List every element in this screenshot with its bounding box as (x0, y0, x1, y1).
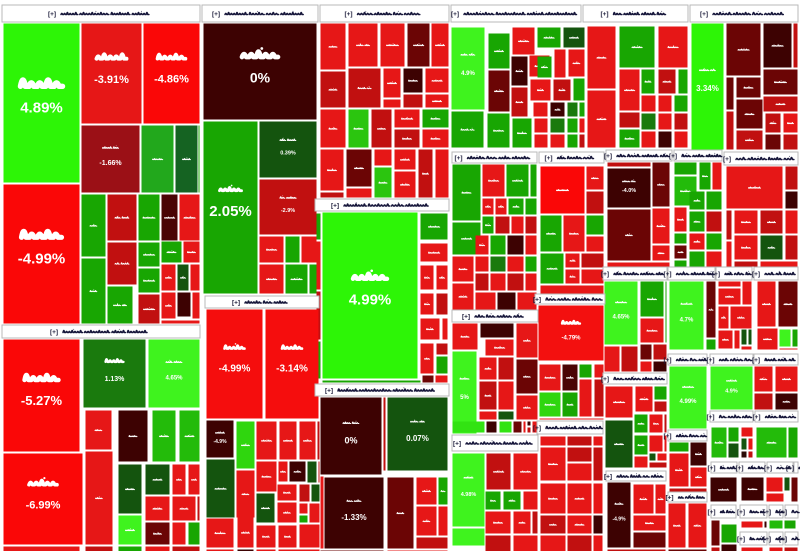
svg-text:[+]: [+] (232, 300, 240, 307)
svg-text:-4.9%: -4.9% (612, 516, 626, 522)
svg-text:[+]: [+] (665, 495, 673, 502)
svg-text:[+]: [+] (764, 465, 772, 472)
svg-text:-1.33%: -1.33% (341, 513, 366, 522)
svg-text:[+]: [+] (600, 11, 608, 18)
svg-text:[+]: [+] (50, 329, 58, 336)
svg-text:[+]: [+] (737, 509, 745, 516)
svg-text:[+]: [+] (601, 376, 609, 383)
svg-text:-6.99%: -6.99% (26, 500, 61, 512)
svg-text:-4.79%: -4.79% (561, 335, 581, 341)
svg-text:[+]: [+] (454, 155, 462, 162)
svg-text:[+]: [+] (344, 11, 352, 18)
svg-text:[+]: [+] (601, 271, 609, 278)
svg-text:[+]: [+] (735, 465, 743, 472)
svg-text:[+]: [+] (763, 536, 771, 543)
svg-text:-2.9%: -2.9% (281, 208, 295, 214)
svg-text:-4.0%: -4.0% (622, 188, 636, 194)
svg-text:[+]: [+] (707, 465, 715, 472)
svg-text:[+]: [+] (451, 11, 459, 18)
svg-text:-5.27%: -5.27% (21, 393, 63, 408)
svg-text:0%: 0% (250, 70, 271, 86)
svg-text:[+]: [+] (763, 509, 771, 516)
svg-text:-4.99%: -4.99% (18, 251, 66, 268)
svg-text:[+]: [+] (752, 271, 760, 278)
svg-text:[+]: [+] (533, 297, 541, 304)
svg-text:[+]: [+] (544, 155, 552, 162)
svg-text:[+]: [+] (453, 441, 461, 448)
svg-text:[+]: [+] (212, 11, 220, 18)
svg-text:4.7%: 4.7% (680, 317, 694, 323)
svg-text:-4.9%: -4.9% (213, 439, 227, 445)
svg-text:[+]: [+] (786, 465, 794, 472)
svg-text:-3.91%: -3.91% (94, 74, 129, 86)
svg-text:[+]: [+] (663, 271, 671, 278)
svg-text:[+]: [+] (712, 271, 720, 278)
svg-text:4.65%: 4.65% (612, 315, 630, 321)
svg-text:1.13%: 1.13% (105, 376, 126, 383)
svg-text:-3.14%: -3.14% (276, 364, 308, 375)
svg-text:-4.86%: -4.86% (154, 74, 189, 86)
svg-text:-4.99%: -4.99% (219, 364, 251, 375)
svg-text:[+]: [+] (331, 203, 339, 210)
svg-text:[+]: [+] (663, 357, 671, 364)
svg-text:[+]: [+] (462, 314, 470, 321)
svg-text:[+]: [+] (700, 11, 708, 18)
svg-text:0.07%: 0.07% (406, 434, 429, 443)
svg-text:[+]: [+] (604, 153, 612, 160)
svg-text:4.99%: 4.99% (349, 292, 392, 309)
svg-text:[+]: [+] (669, 153, 677, 160)
svg-text:2.05%: 2.05% (209, 203, 252, 220)
svg-text:[+]: [+] (533, 425, 541, 432)
svg-text:[+]: [+] (752, 414, 760, 421)
svg-text:[+]: [+] (737, 536, 745, 543)
svg-text:[+]: [+] (706, 357, 714, 364)
svg-text:[+]: [+] (48, 11, 56, 18)
svg-text:[+]: [+] (663, 433, 671, 440)
svg-text:0.39%: 0.39% (280, 151, 296, 157)
svg-text:[+]: [+] (779, 509, 787, 516)
svg-text:3.34%: 3.34% (696, 84, 719, 93)
svg-text:0%: 0% (344, 436, 357, 446)
svg-text:4.65%: 4.65% (165, 375, 183, 381)
svg-text:4.89%: 4.89% (20, 100, 63, 117)
svg-text:[+]: [+] (707, 509, 715, 516)
svg-text:-1.66%: -1.66% (99, 160, 122, 167)
svg-text:4.99%: 4.99% (679, 399, 697, 405)
svg-text:[+]: [+] (325, 388, 333, 395)
svg-text:5%: 5% (460, 395, 469, 401)
svg-text:[+]: [+] (752, 357, 760, 364)
svg-text:[+]: [+] (723, 156, 731, 163)
svg-text:[+]: [+] (779, 536, 787, 543)
svg-text:4.98%: 4.98% (461, 492, 477, 498)
svg-text:[+]: [+] (706, 414, 714, 421)
svg-text:4.9%: 4.9% (725, 388, 738, 394)
svg-text:4.9%: 4.9% (461, 71, 475, 77)
svg-text:[+]: [+] (604, 474, 612, 481)
